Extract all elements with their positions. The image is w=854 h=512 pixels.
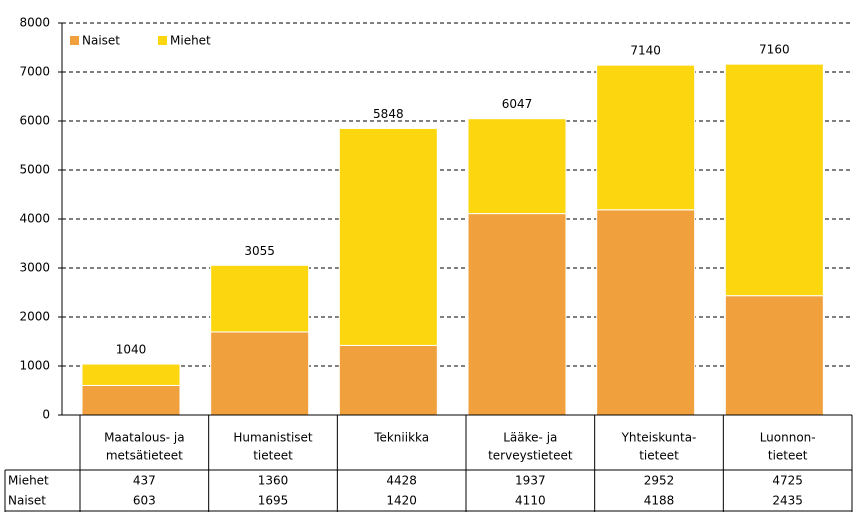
bar-segment xyxy=(596,64,696,211)
x-tick-label: Luonnon- xyxy=(760,431,816,445)
x-tick-label: Humanistiset xyxy=(233,431,313,445)
bar-segment xyxy=(81,363,181,386)
bar-segment xyxy=(338,127,438,346)
x-tick-label: Yhteiskunta- xyxy=(621,431,697,445)
table-row-label: Naiset xyxy=(8,494,46,508)
bar-segment xyxy=(467,118,567,215)
total-label: 6047 xyxy=(502,97,533,111)
y-tick-label: 1000 xyxy=(19,359,50,373)
x-tick-label: Lääke- ja xyxy=(503,431,557,445)
x-tick-label: terveystieteet xyxy=(488,449,573,463)
table-cell: 1695 xyxy=(258,494,289,508)
bar-segment xyxy=(724,295,824,416)
x-tick-label: tieteet xyxy=(768,449,808,463)
table-cell: 1937 xyxy=(515,474,546,488)
total-label: 7140 xyxy=(630,44,661,58)
table-cell: 4110 xyxy=(515,494,546,508)
legend-label: Miehet xyxy=(170,34,211,48)
total-label: 1040 xyxy=(116,343,147,357)
x-tick-label: tieteet xyxy=(253,449,293,463)
table-cell: 1420 xyxy=(386,494,417,508)
y-tick-label: 0 xyxy=(42,408,50,422)
x-tick-label: Tekniikka xyxy=(373,431,429,445)
total-label: 5848 xyxy=(373,107,404,121)
table-row-label: Miehet xyxy=(8,474,49,488)
legend-swatch xyxy=(70,36,79,45)
bar-segment xyxy=(596,209,696,416)
table-cell: 4188 xyxy=(644,494,675,508)
bar-segment xyxy=(210,331,310,416)
bar-segment xyxy=(467,213,567,416)
y-tick-label: 3000 xyxy=(19,261,50,275)
x-tick-label: Maatalous- ja xyxy=(104,431,184,445)
table-cell: 437 xyxy=(133,474,156,488)
bar-segment xyxy=(81,384,181,416)
y-tick-label: 5000 xyxy=(19,163,50,177)
bar-segment xyxy=(724,63,824,297)
x-tick-label: metsätieteet xyxy=(106,449,183,463)
bar-segment xyxy=(210,264,310,333)
total-label: 3055 xyxy=(244,244,275,258)
y-tick-label: 8000 xyxy=(19,16,50,30)
y-tick-label: 4000 xyxy=(19,212,50,226)
legend-label: Naiset xyxy=(82,34,120,48)
total-label: 7160 xyxy=(759,43,790,57)
table-cell: 2952 xyxy=(644,474,675,488)
bar-segment xyxy=(338,344,438,416)
y-tick-label: 2000 xyxy=(19,310,50,324)
x-tick-label: tieteet xyxy=(639,449,679,463)
y-tick-label: 7000 xyxy=(19,65,50,79)
table-cell: 4428 xyxy=(386,474,417,488)
table-cell: 4725 xyxy=(772,474,803,488)
table-cell: 1360 xyxy=(258,474,289,488)
table-cell: 603 xyxy=(133,494,156,508)
legend-swatch xyxy=(158,36,167,45)
y-tick-label: 6000 xyxy=(19,114,50,128)
table-cell: 2435 xyxy=(772,494,803,508)
